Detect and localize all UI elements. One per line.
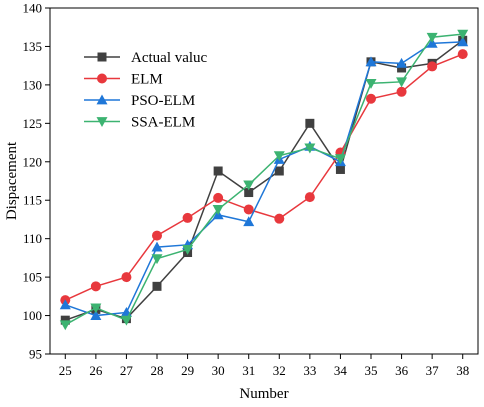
legend-swatch-marker	[96, 94, 108, 105]
legend: Actual valuc ELM PSO-ELM SSA-ELM	[84, 50, 208, 131]
x-tick-label: 28	[151, 363, 164, 378]
data-point	[397, 63, 407, 73]
data-point	[244, 188, 254, 198]
legend-swatch-marker	[97, 52, 107, 62]
x-axis: 25 26 27 28 29 30 31 32 33 34 35 36 37 38	[59, 354, 469, 378]
data-point	[90, 310, 102, 320]
series-line	[64, 33, 463, 326]
x-tick-label: 26	[89, 363, 103, 378]
data-point	[457, 49, 468, 60]
series-actual-valuc	[60, 35, 468, 325]
data-point	[151, 254, 163, 265]
data-point	[152, 281, 162, 291]
legend-swatch-marker	[96, 117, 108, 127]
data-point	[243, 216, 255, 227]
data-point	[90, 303, 102, 314]
data-point	[60, 315, 70, 325]
data-point	[121, 272, 132, 283]
x-tick-label: 25	[59, 363, 72, 378]
y-tick-label: 100	[23, 308, 43, 323]
data-point	[213, 192, 224, 203]
data-point	[120, 315, 132, 326]
x-tick-label: 35	[365, 363, 378, 378]
y-tick-label: 125	[23, 116, 43, 131]
data-point	[212, 205, 224, 215]
x-tick-label: 38	[456, 363, 469, 378]
data-point	[274, 166, 284, 176]
x-axis-title: Number	[239, 386, 288, 402]
data-point	[426, 37, 438, 48]
y-tick-label: 95	[29, 347, 42, 362]
plot-frame	[49, 7, 479, 355]
data-point	[396, 86, 407, 97]
data-point	[59, 299, 71, 310]
series-layer	[59, 29, 469, 331]
y-tick-label: 120	[23, 154, 43, 169]
data-point	[335, 164, 345, 174]
data-point	[213, 166, 223, 176]
y-tick-label: 135	[23, 39, 43, 54]
data-point	[274, 213, 285, 224]
y-tick-label: 130	[23, 77, 43, 92]
data-point	[243, 204, 254, 215]
x-tick-label: 27	[120, 363, 134, 378]
data-point	[366, 93, 376, 104]
y-axis-title: Dispacement	[4, 141, 20, 220]
legend-label: SSA-ELM	[131, 115, 195, 131]
x-tick-label: 33	[303, 363, 316, 378]
y-tick-label: 105	[23, 270, 43, 285]
data-point	[182, 245, 194, 255]
series-line	[65, 39, 464, 321]
data-point	[182, 212, 193, 223]
data-point	[426, 32, 438, 43]
data-point	[457, 36, 469, 47]
data-point	[152, 230, 162, 241]
legend-swatch-marker	[97, 73, 107, 84]
data-point	[273, 151, 285, 162]
data-point	[365, 56, 377, 67]
x-tick-label: 36	[395, 363, 409, 378]
legend-label: PSO-ELM	[131, 93, 195, 109]
x-tick-label: 37	[426, 363, 440, 378]
data-point	[305, 118, 315, 128]
series-elm	[60, 49, 468, 306]
series-line	[64, 53, 463, 301]
y-tick-label: 140	[23, 1, 43, 16]
data-point	[243, 180, 255, 191]
series-line	[65, 41, 463, 317]
x-tick-label: 31	[242, 363, 255, 378]
legend-item: ELM	[84, 72, 163, 88]
data-point	[304, 192, 315, 203]
data-point	[90, 281, 101, 292]
data-point	[457, 29, 469, 40]
legend-label: Actual valuc	[131, 50, 208, 66]
data-point	[396, 57, 408, 68]
data-point	[304, 143, 316, 154]
series-ssa-elm	[59, 29, 469, 331]
y-tick-label: 115	[23, 193, 42, 208]
y-tick-label: 110	[23, 231, 42, 246]
data-point	[59, 320, 71, 331]
data-point	[334, 154, 346, 165]
y-axis: 95 100 105 110 115 120 125 130 135 140	[23, 1, 50, 362]
x-tick-label: 32	[273, 363, 286, 378]
x-tick-label: 34	[334, 363, 348, 378]
legend-item: Actual valuc	[84, 50, 208, 66]
data-point	[427, 61, 438, 72]
x-tick-label: 30	[212, 363, 225, 378]
data-point	[151, 241, 163, 252]
legend-label: ELM	[131, 72, 163, 88]
data-point	[396, 77, 408, 88]
data-point	[365, 78, 377, 89]
x-tick-label: 29	[181, 363, 194, 378]
legend-item: PSO-ELM	[84, 93, 195, 109]
legend-item: SSA-ELM	[84, 115, 195, 131]
series-pso-elm	[59, 36, 469, 320]
